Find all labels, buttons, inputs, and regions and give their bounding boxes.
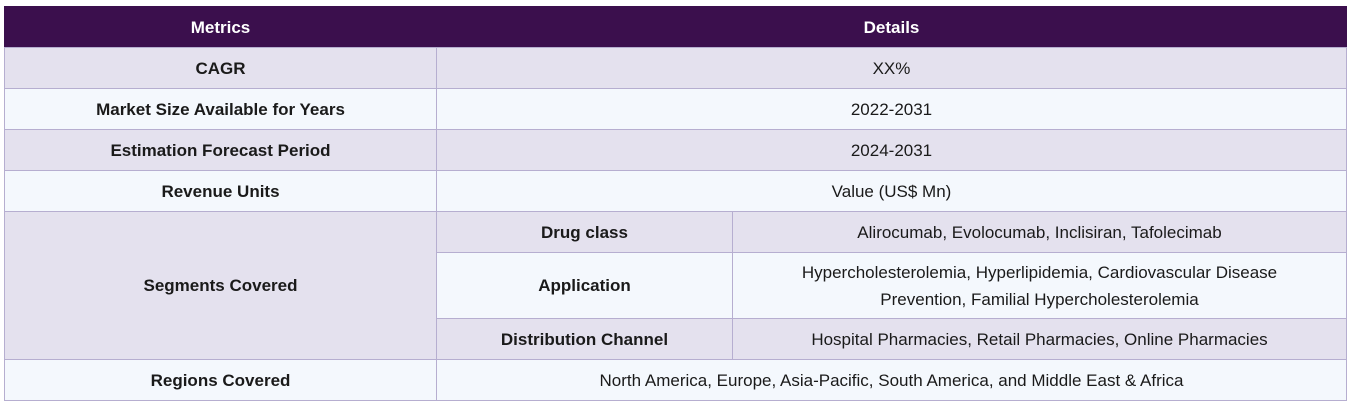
table-row-regions: Regions Covered North America, Europe, A…: [4, 359, 1347, 401]
metric-regions: Regions Covered: [4, 359, 437, 401]
detail-regions: North America, Europe, Asia-Pacific, Sou…: [436, 359, 1347, 401]
metric-revenue-units: Revenue Units: [4, 170, 437, 212]
segment-label-drug-class: Drug class: [436, 211, 733, 253]
table-row-revenue-units: Revenue Units Value (US$ Mn): [4, 170, 1347, 212]
segment-label-application: Application: [436, 252, 733, 319]
metric-market-size: Market Size Available for Years: [4, 88, 437, 130]
segment-value-drug-class: Alirocumab, Evolocumab, Inclisiran, Tafo…: [732, 211, 1347, 253]
segment-value-distribution-channel: Hospital Pharmacies, Retail Pharmacies, …: [732, 318, 1347, 360]
table-row-segment-distribution: Distribution Channel Hospital Pharmacies…: [5, 318, 1347, 360]
metric-forecast: Estimation Forecast Period: [4, 129, 437, 171]
table-row-forecast: Estimation Forecast Period 2024-2031: [4, 129, 1347, 171]
header-row: Metrics Details: [4, 6, 1347, 48]
metric-cagr: CAGR: [4, 47, 437, 89]
metrics-header: Metrics: [4, 6, 437, 48]
table-row-cagr: CAGR XX%: [4, 47, 1347, 89]
metric-segments: Segments Covered: [4, 211, 437, 360]
table-row-segment-application: Application Hypercholesterolemia, Hyperl…: [5, 252, 1347, 319]
segment-value-application: Hypercholesterolemia, Hyperlipidemia, Ca…: [732, 252, 1347, 319]
table-row-segment-drug-class: Segments Covered Drug class Alirocumab, …: [4, 211, 1347, 360]
detail-revenue-units: Value (US$ Mn): [436, 170, 1347, 212]
detail-market-size: 2022-2031: [436, 88, 1347, 130]
table-row-market-size: Market Size Available for Years 2022-203…: [4, 88, 1347, 130]
detail-cagr: XX%: [436, 47, 1347, 89]
detail-forecast: 2024-2031: [436, 129, 1347, 171]
details-header: Details: [436, 6, 1347, 48]
report-scope-table: Metrics Details CAGR XX% Market Size Ava…: [4, 6, 1347, 401]
segment-label-distribution-channel: Distribution Channel: [436, 318, 733, 360]
